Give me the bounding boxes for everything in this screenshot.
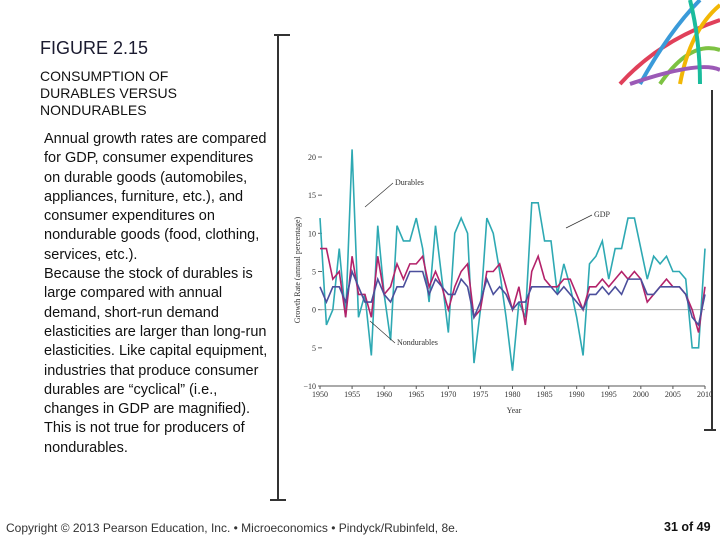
x-tick-label: 2010 [697,390,713,399]
slide-title: FIGURE 2.15 [40,38,149,58]
footer: Copyright © 2013 Pearson Education, Inc.… [6,521,459,535]
y-tick-label: 15 [308,191,316,200]
y-tick-label: 0 [312,306,316,315]
x-tick-label: 1955 [344,390,360,399]
y-tick-label: 5 [312,344,316,353]
x-tick-label: 1980 [505,390,521,399]
annotation-arrow [364,182,394,208]
x-tick-label: 1995 [601,390,617,399]
series-label: Nondurables [397,338,438,347]
x-tick-label: 2000 [633,390,649,399]
slide-subtitle: CONSUMPTION OF DURABLES VERSUS NONDURABL… [40,68,177,118]
x-tick-label: 1985 [537,390,553,399]
series-line [320,247,706,333]
annotation-arrow [369,320,396,344]
frame-line [270,34,716,501]
paragraph: Annual growth rates are compared for GDP… [44,131,267,263]
x-axis-label: Year [507,406,522,415]
body-text: Annual growth rates are compared for GDP… [44,130,272,458]
paragraph: This is not true for producers of nondur… [44,420,245,456]
x-tick-label: 1970 [440,390,456,399]
series-line [319,268,706,327]
series-label: GDP [594,210,611,219]
x-tick-label: 1950 [312,390,328,399]
paragraph: Because the stock of durables is large c… [44,266,268,418]
y-tick-label: 5 [312,268,316,277]
series-label: Durables [395,178,424,187]
y-tick-label: 10 [308,229,316,238]
annotation-arrow [565,214,593,229]
x-tick-label: 1965 [408,390,424,399]
x-tick-label: 2005 [665,390,681,399]
y-axis-label: Growth Rate (annual percentage) [293,216,302,323]
x-tick-label: 1960 [376,390,392,399]
x-tick-label: 1975 [472,390,488,399]
x-tick-label: 1990 [569,390,585,399]
y-tick-label: −10 [303,382,316,391]
decoration [618,0,720,86]
page-number: 31 of 49 [664,520,711,534]
y-tick-label: 20 [308,153,316,162]
